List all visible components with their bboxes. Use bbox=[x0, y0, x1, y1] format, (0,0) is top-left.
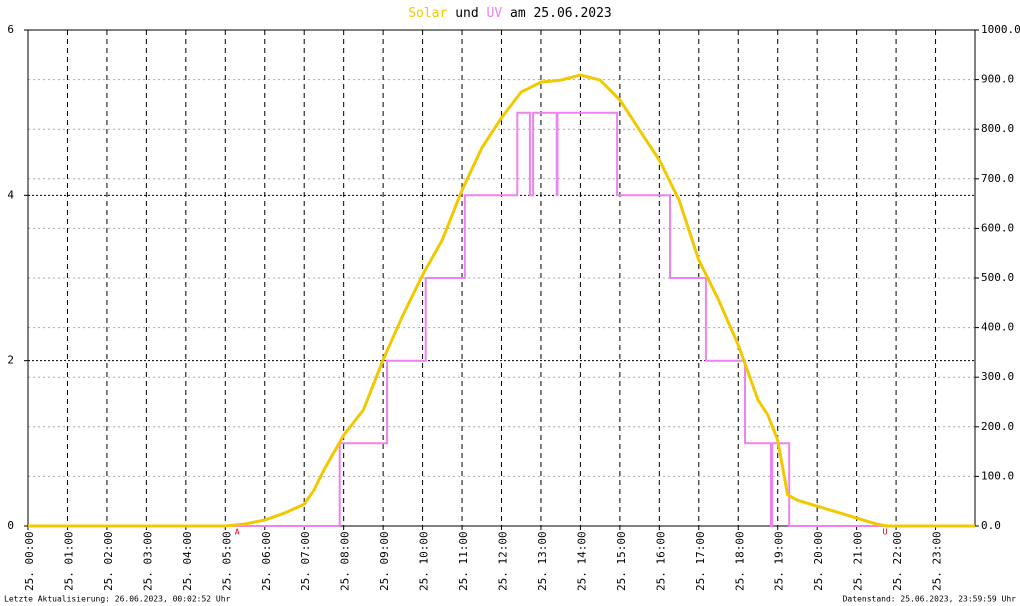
x-tick-label: 25. 16:00 bbox=[654, 531, 667, 591]
y2-tick-label: 200.0 bbox=[981, 420, 1014, 433]
x-tick-label: 25. 02:00 bbox=[102, 531, 115, 591]
y-tick-label: 4 bbox=[7, 188, 14, 201]
annotation: A bbox=[235, 528, 240, 537]
title-uv: UV bbox=[487, 6, 503, 21]
x-tick-label: 25. 17:00 bbox=[694, 531, 707, 591]
footer-left: Letzte Aktualisierung: 26.06.2023, 00:02… bbox=[4, 595, 231, 604]
title-connector: und bbox=[455, 6, 478, 21]
x-tick-label: 25. 11:00 bbox=[457, 531, 470, 591]
x-tick-label: 25. 22:00 bbox=[891, 531, 904, 591]
x-tick-label: 25. 20:00 bbox=[812, 531, 825, 591]
x-tick-label: 25. 19:00 bbox=[773, 531, 786, 591]
y2-tick-label: 100.0 bbox=[981, 469, 1014, 482]
y2-tick-label: 600.0 bbox=[981, 221, 1014, 234]
title-solar: Solar bbox=[408, 6, 447, 21]
series-line bbox=[28, 73, 975, 528]
x-tick-label: 25. 23:00 bbox=[931, 531, 944, 591]
annotation: U bbox=[883, 528, 888, 537]
y-tick-label: 2 bbox=[7, 354, 14, 367]
y2-tick-label: 700.0 bbox=[981, 172, 1014, 185]
x-tick-label: 25. 03:00 bbox=[141, 531, 154, 591]
x-tick-label: 25. 10:00 bbox=[418, 531, 431, 591]
x-tick-label: 25. 07:00 bbox=[299, 531, 312, 591]
x-tick-label: 25. 14:00 bbox=[575, 531, 588, 591]
x-tick-label: 25. 04:00 bbox=[181, 531, 194, 591]
y2-tick-label: 800.0 bbox=[981, 122, 1014, 135]
y2-tick-label: 300.0 bbox=[981, 370, 1014, 383]
y-tick-label: 0 bbox=[7, 519, 14, 532]
x-tick-label: 25. 18:00 bbox=[733, 531, 746, 591]
y-tick-label: 6 bbox=[7, 23, 14, 36]
x-tick-label: 25. 08:00 bbox=[339, 531, 352, 591]
x-tick-label: 25. 15:00 bbox=[615, 531, 628, 591]
footer-right: Datenstand: 25.06.2023, 23:59:59 Uhr bbox=[843, 595, 1017, 604]
x-tick-label: 25. 05:00 bbox=[220, 531, 233, 591]
series-line bbox=[28, 111, 975, 527]
x-tick-label: 25. 13:00 bbox=[536, 531, 549, 591]
chart-title: Solar und UV am 25.06.2023 bbox=[408, 6, 612, 21]
x-tick-label: 25. 09:00 bbox=[378, 531, 391, 591]
plot-frame bbox=[27, 29, 976, 527]
x-tick-label: 25. 21:00 bbox=[852, 531, 865, 591]
y2-tick-label: 400.0 bbox=[981, 321, 1014, 334]
x-tick-label: 25. 01:00 bbox=[62, 531, 75, 591]
y2-tick-label: 1000.0 bbox=[981, 23, 1020, 36]
y2-tick-label: 900.0 bbox=[981, 73, 1014, 86]
title-suffix: am 25.06.2023 bbox=[510, 6, 612, 21]
x-tick-label: 25. 06:00 bbox=[260, 531, 273, 591]
x-tick-label: 25. 00:00 bbox=[23, 531, 36, 591]
x-tick-label: 25. 12:00 bbox=[497, 531, 510, 591]
y2-tick-label: 0.0 bbox=[981, 519, 1001, 532]
y2-tick-label: 500.0 bbox=[981, 271, 1014, 284]
